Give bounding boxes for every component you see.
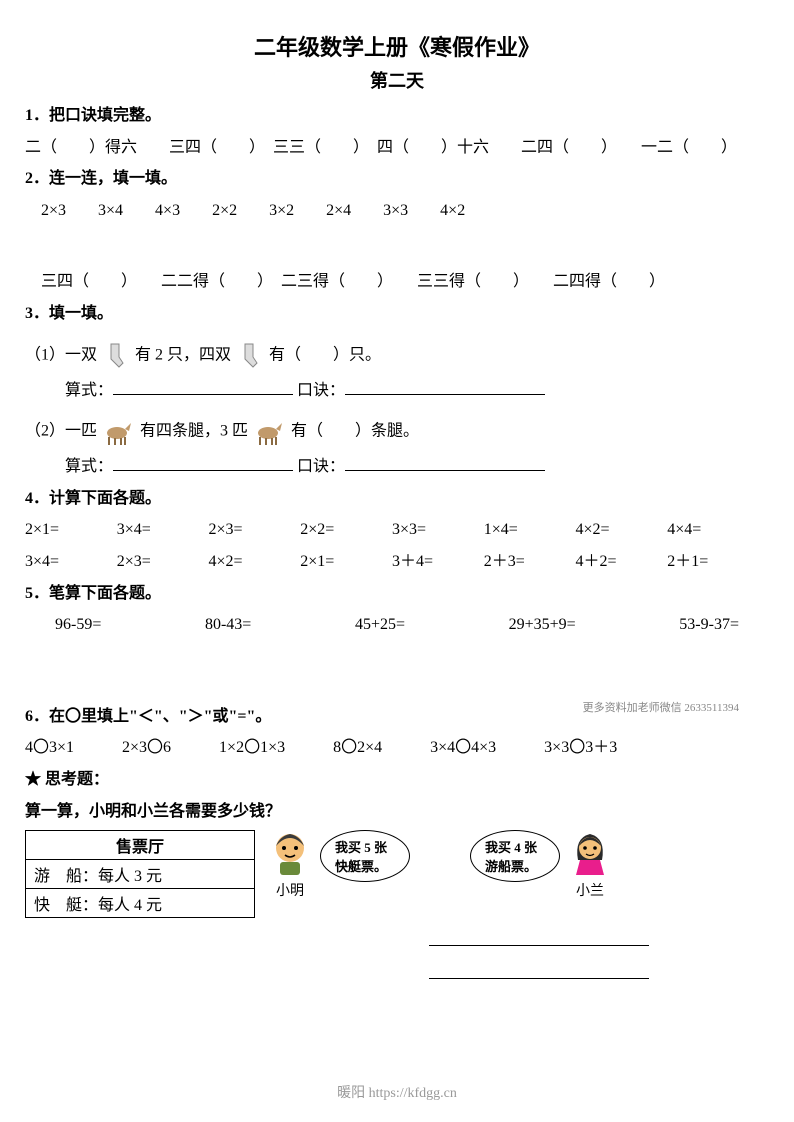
xiaoming-speech: 我买 5 张快艇票。 [320, 830, 410, 882]
sock-icon [235, 341, 265, 371]
q3-p1a: （1）一双 [25, 346, 97, 363]
calc-item: 53-9-37= [679, 612, 739, 638]
calc-item: 2＋1= [667, 549, 759, 575]
q5-items: 96-59= 80-43= 45+25= 29+35+9= 53-9-37= [25, 612, 769, 638]
calc-item: 3×3= [392, 517, 484, 543]
horse-icon [101, 417, 136, 447]
xiaolan-label: 小兰 [570, 880, 610, 900]
calc-item: 4×2= [209, 549, 301, 575]
saying-label: 口诀： [297, 382, 345, 399]
q3-p2b: 有四条腿，3 匹 [140, 423, 248, 440]
blank-line[interactable] [113, 377, 293, 395]
calc-item: 2×1= [300, 549, 392, 575]
q4-heading: 4．计算下面各题。 [25, 486, 769, 512]
sock-icon [101, 341, 131, 371]
calc-item: 29+35+9= [509, 612, 576, 638]
page-title: 二年级数学上册《寒假作业》 [25, 30, 769, 62]
page-footer: 暖阳 https://kfdgg.cn [0, 1082, 794, 1102]
blank-line[interactable] [345, 377, 545, 395]
q3-heading: 3．填一填。 [25, 301, 769, 327]
calc-item: 4×2= [576, 517, 668, 543]
boy-avatar-icon [270, 830, 310, 875]
q2-row1: 2×3 3×4 4×3 2×2 3×2 2×4 3×3 4×2 [25, 198, 769, 224]
calc-item: 3×4= [117, 517, 209, 543]
saying-label: 口诀： [297, 458, 345, 475]
formula-label: 算式： [65, 382, 113, 399]
q3-formula2: 算式： 口诀： [25, 453, 769, 480]
calc-item: 2×1= [25, 517, 117, 543]
calc-item: 4×4= [667, 517, 759, 543]
xiaoming-area: 小明 我买 5 张快艇票。 [270, 830, 410, 900]
q6-content: 4〇3×1 2×3〇6 1×2〇1×3 8〇2×4 3×4〇4×3 3×3〇3＋… [25, 735, 769, 761]
blank-line[interactable] [429, 961, 649, 979]
q3-p1b: 有 2 只，四双 [135, 346, 231, 363]
q3-part1: （1）一双 有 2 只，四双 有（ ）只。 [25, 341, 769, 371]
calc-item: 4＋2= [576, 549, 668, 575]
calc-item: 2×3= [209, 517, 301, 543]
ticket-table: 售票厅 游 船：每人 3 元 快 艇：每人 4 元 [25, 830, 255, 918]
table-row: 游 船：每人 3 元 [26, 860, 254, 889]
formula-label: 算式： [65, 458, 113, 475]
q3-part2: （2）一匹 有四条腿，3 匹 有（ ）条腿。 [25, 417, 769, 447]
wechat-note: 更多资料加老师微信 2633511394 [583, 699, 739, 715]
blank-line[interactable] [113, 453, 293, 471]
horse-icon [252, 417, 287, 447]
q1-heading: 1．把口诀填完整。 [25, 103, 769, 129]
table-header: 售票厅 [26, 831, 254, 860]
calc-item: 2＋3= [484, 549, 576, 575]
q5-heading: 5．笔算下面各题。 [25, 581, 769, 607]
speech-text: 我买 5 张快艇票。 [335, 840, 387, 874]
calc-item: 2×3= [117, 549, 209, 575]
q4-row1: 2×1= 3×4= 2×3= 2×2= 3×3= 1×4= 4×2= 4×4= [25, 517, 769, 543]
calc-item: 3＋4= [392, 549, 484, 575]
xiaoming-label: 小明 [270, 880, 310, 900]
q3-formula1: 算式： 口诀： [25, 377, 769, 404]
q3-p2c: 有（ ）条腿。 [291, 423, 419, 440]
q4-row2: 3×4= 2×3= 4×2= 2×1= 3＋4= 2＋3= 4＋2= 2＋1= [25, 549, 769, 575]
table-row: 快 艇：每人 4 元 [26, 889, 254, 917]
bonus-prompt: 算一算，小明和小兰各需要多少钱？ [25, 799, 769, 825]
xiaolan-speech: 我买 4 张游船票。 [470, 830, 560, 882]
page-subtitle: 第二天 [25, 67, 769, 93]
q1-content: 二（ ）得六 三四（ ） 三三（ ） 四（ ）十六 二四（ ） 一二（ ） [25, 135, 769, 161]
xiaolan-area: 我买 4 张游船票。 小兰 [470, 830, 610, 900]
speech-text: 我买 4 张游船票。 [485, 840, 537, 874]
calc-item: 1×4= [484, 517, 576, 543]
calc-item: 80-43= [205, 612, 251, 638]
calc-item: 3×4= [25, 549, 117, 575]
calc-item: 96-59= [55, 612, 101, 638]
calc-item: 2×2= [300, 517, 392, 543]
girl-avatar-icon [570, 830, 610, 875]
answer-area [429, 928, 649, 979]
q2-heading: 2．连一连，填一填。 [25, 166, 769, 192]
blank-line[interactable] [345, 453, 545, 471]
q3-p2a: （2）一匹 [25, 423, 97, 440]
bonus-star: ★ 思考题： [25, 767, 769, 793]
calc-item: 45+25= [355, 612, 405, 638]
q3-p1c: 有（ ）只。 [269, 346, 381, 363]
blank-line[interactable] [429, 928, 649, 946]
q2-row2: 三四（ ） 二二得（ ） 二三得（ ） 三三得（ ） 二四得（ ） [25, 269, 769, 295]
